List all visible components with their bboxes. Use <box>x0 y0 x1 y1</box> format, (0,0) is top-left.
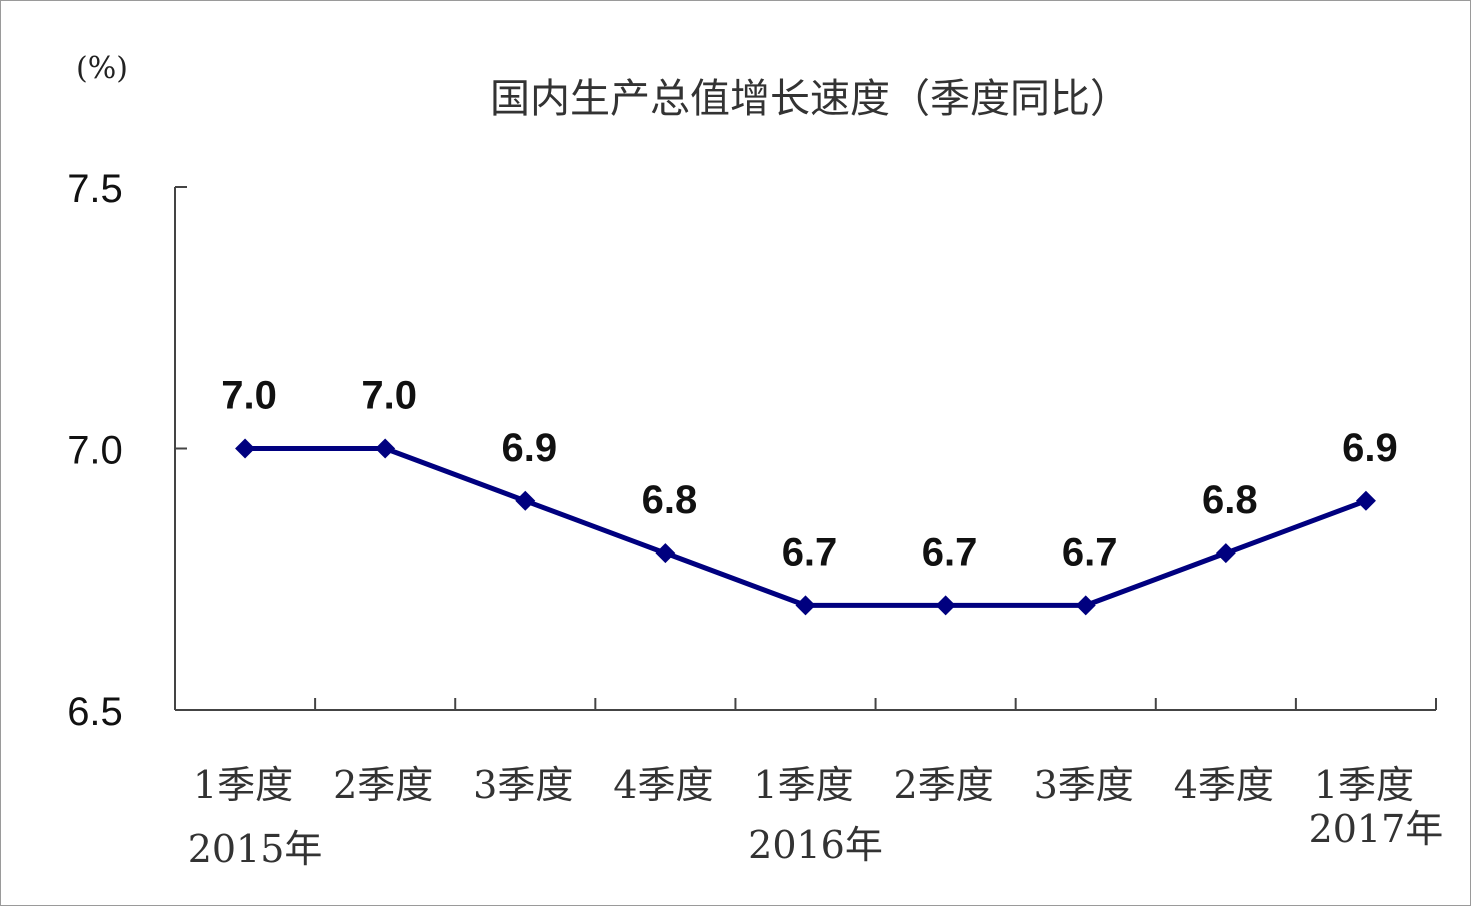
data-label: 6.7 <box>922 530 978 574</box>
year-label: 2015年 <box>188 827 323 871</box>
data-point-marker <box>655 543 676 564</box>
data-label: 6.7 <box>1062 530 1118 574</box>
data-label: 7.0 <box>361 374 417 418</box>
data-label: 6.8 <box>642 478 698 522</box>
y-tick-label: 7.5 <box>67 167 123 211</box>
data-point-marker <box>235 438 256 459</box>
category-label: 1季度 <box>753 763 853 807</box>
category-label: 4季度 <box>613 763 713 807</box>
data-point-marker <box>1215 543 1236 564</box>
x-ticks <box>314 698 1437 710</box>
y-tick-label: 7.0 <box>67 429 123 473</box>
data-label: 6.9 <box>1342 426 1398 470</box>
y-unit-label: (%) <box>76 51 128 86</box>
data-label: 6.7 <box>782 530 838 574</box>
data-label: 7.0 <box>221 374 277 418</box>
year-label: 2017年 <box>1309 807 1444 851</box>
data-point-marker <box>935 595 956 616</box>
chart-title: 国内生产总值增长速度（季度同比） <box>490 76 1130 122</box>
y-tick-label: 6.5 <box>67 690 123 734</box>
data-label: 6.8 <box>1202 478 1258 522</box>
data-point-marker <box>515 490 536 511</box>
category-label: 2季度 <box>333 763 433 807</box>
year-labels: 2015年 2016年 2017年 <box>188 807 1444 871</box>
category-label: 2季度 <box>894 763 994 807</box>
category-label: 1季度 <box>1314 763 1414 807</box>
data-labels: 7.0 7.0 6.9 6.8 6.7 6.7 6.7 6.8 6.9 <box>221 374 1397 575</box>
category-label: 3季度 <box>1034 763 1134 807</box>
data-point-marker <box>795 595 816 616</box>
category-label: 4季度 <box>1174 763 1274 807</box>
y-ticks: 6.5 7.0 7.5 <box>67 167 187 734</box>
data-point-marker <box>1355 490 1376 511</box>
category-label: 3季度 <box>473 763 573 807</box>
year-label: 2016年 <box>748 823 883 867</box>
data-label: 6.9 <box>501 426 557 470</box>
series-line <box>245 446 1367 608</box>
data-point-marker <box>1075 595 1096 616</box>
category-labels: 1季度 2季度 3季度 4季度 1季度 2季度 3季度 4季度 1季度 <box>193 763 1414 807</box>
series-group <box>235 438 1376 616</box>
category-label: 1季度 <box>193 763 293 807</box>
data-point-marker <box>375 438 396 459</box>
